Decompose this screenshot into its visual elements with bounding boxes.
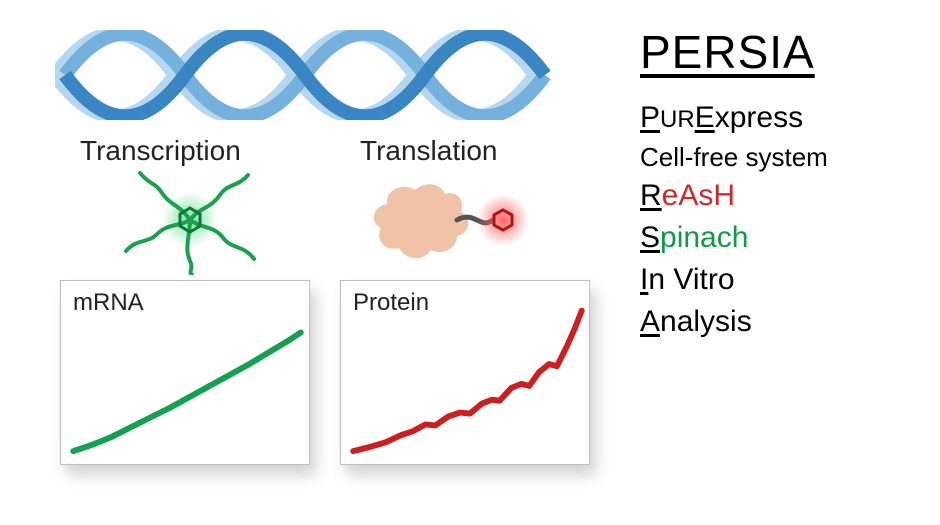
acronym-list: PURExpressCell-free systemReAsHSpinachIn… (640, 97, 920, 343)
left-panel: Transcription Translation (0, 0, 620, 525)
acronym-line: Analysis (640, 301, 920, 343)
acronym-line: ReAsH (640, 175, 920, 217)
persia-title: PERSIA (640, 25, 920, 79)
acronym-line: PURExpress (640, 97, 920, 139)
translation-icon (365, 170, 535, 270)
transcription-label: Transcription (80, 135, 241, 167)
protein-chart: Protein (340, 280, 590, 465)
translation-label: Translation (360, 135, 497, 167)
mrna-chart: mRNA (60, 280, 310, 465)
acronym-line: In Vitro (640, 259, 920, 301)
transcription-icon (120, 165, 260, 275)
acronym-panel: PERSIA PURExpressCell-free systemReAsHSp… (640, 25, 920, 343)
dna-helix-icon (55, 30, 555, 120)
mrna-chart-line (61, 281, 309, 464)
acronym-line: Spinach (640, 217, 920, 259)
protein-chart-line (341, 281, 589, 464)
acronym-line: Cell-free system (640, 139, 920, 175)
